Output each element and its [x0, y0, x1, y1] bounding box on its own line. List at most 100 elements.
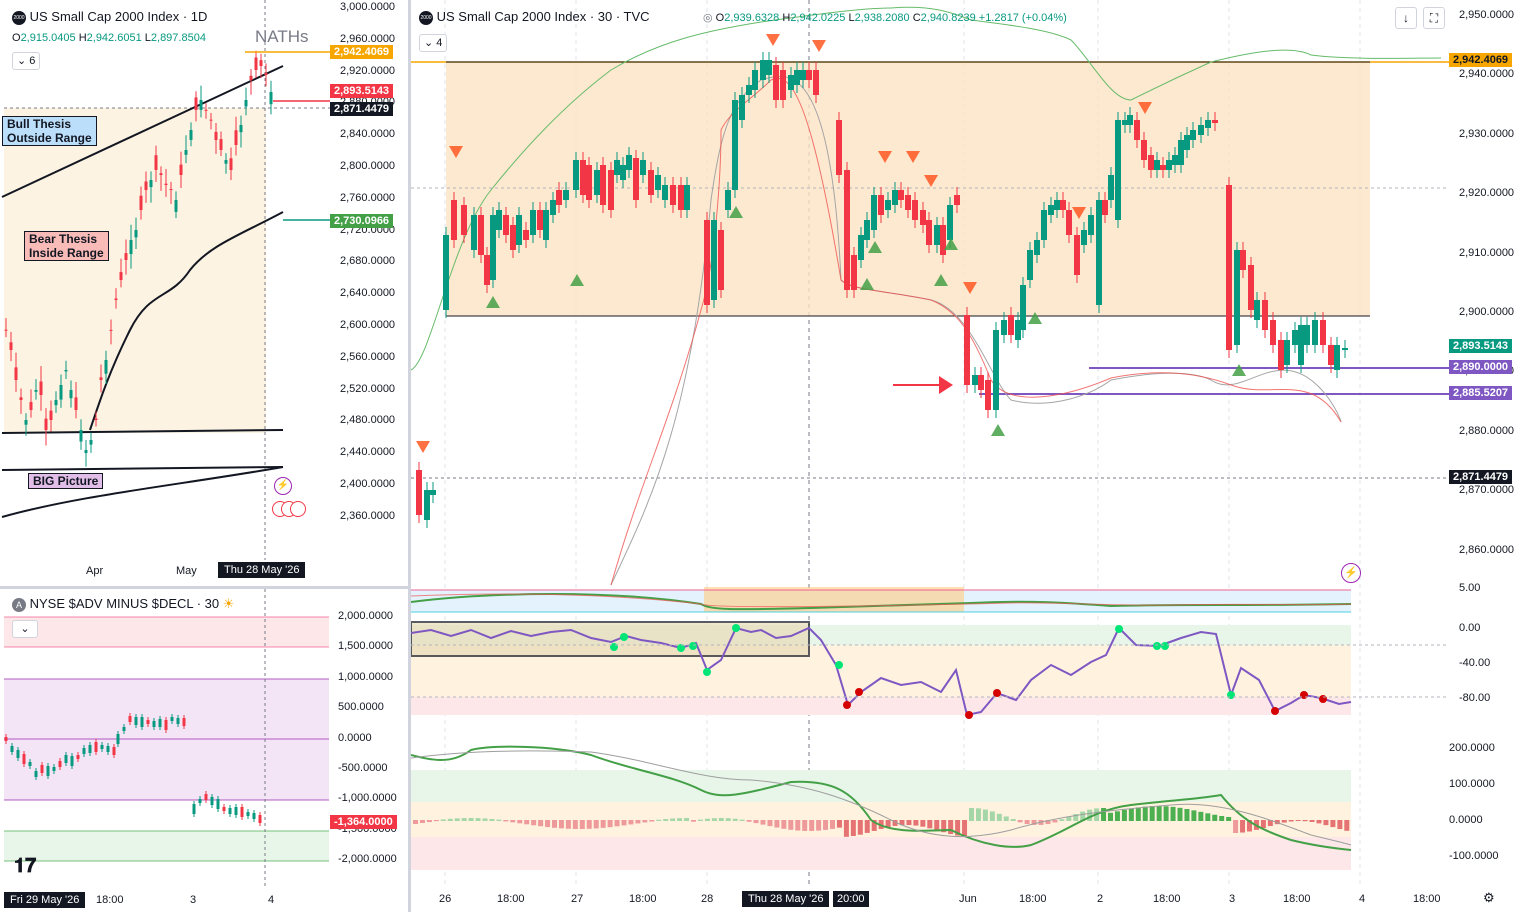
daily-candle — [139, 195, 143, 210]
events-flags-icon[interactable] — [272, 501, 312, 517]
main-candle — [1027, 250, 1033, 280]
histogram-bar — [816, 820, 822, 831]
chevron-down-icon: ⌄ — [20, 623, 30, 635]
daily-candle — [49, 410, 53, 420]
histogram-bar — [1121, 809, 1127, 821]
main-chart-canvas[interactable] — [411, 0, 1523, 912]
histogram-bar — [558, 820, 564, 829]
lightning-icon[interactable]: ⚡ — [1341, 563, 1361, 583]
main-candle — [490, 215, 496, 280]
histogram-bar — [1309, 820, 1315, 823]
main-candle — [864, 220, 870, 240]
main-candle — [478, 215, 484, 255]
main-candle — [806, 70, 812, 80]
main-last-price-tag: 2,893.5143 — [1449, 339, 1513, 353]
daily-candle — [164, 183, 168, 185]
main-candle — [878, 195, 884, 215]
histogram-bar — [1003, 816, 1009, 821]
tradingview-logo-icon[interactable]: 𝟏𝟕 — [14, 855, 37, 877]
main-candle — [1184, 135, 1190, 150]
histogram-bar — [1059, 819, 1065, 821]
histogram-bar — [781, 820, 787, 829]
sell-signal-marker — [1138, 102, 1152, 114]
histogram-bar — [1260, 820, 1266, 829]
main-candle — [430, 490, 436, 495]
adv-decl-canvas[interactable] — [0, 589, 408, 912]
pane-separator-vertical[interactable] — [408, 0, 411, 912]
main-chart-title[interactable]: US Small Cap 2000 Index · 30 · TVC — [436, 9, 650, 24]
annotation-arrow-icon[interactable] — [893, 376, 953, 394]
histogram-bar — [1344, 820, 1350, 831]
histogram-bar — [475, 818, 481, 821]
daily-red-price-tag: 2,893.5143 — [330, 84, 394, 98]
daily-axis-label: 2,840.0000 — [340, 128, 396, 141]
main-candle — [1234, 250, 1240, 345]
main-candle — [1127, 115, 1133, 125]
scroll-down-icon[interactable]: ↓ — [1395, 7, 1417, 29]
daily-candle — [4, 329, 8, 331]
histogram-bar — [1108, 812, 1113, 821]
main-candle — [678, 185, 684, 210]
main-candle — [851, 255, 857, 290]
daily-chart-pane[interactable]: 2000 US Small Cap 2000 Index · 1D O2,915… — [0, 0, 408, 586]
histogram-bar — [760, 820, 766, 825]
main-candle — [626, 155, 632, 170]
main-candle — [510, 225, 516, 250]
histogram-bar — [1233, 820, 1239, 833]
naths-note[interactable]: NATHs — [255, 27, 309, 46]
main-candle — [800, 70, 806, 80]
adv-decl-pane[interactable]: A NYSE $ADV MINUS $DECL · 30 ☀ ⌄ 2,000.0… — [0, 589, 408, 912]
buy-signal-marker — [729, 206, 743, 218]
main-candle — [633, 158, 639, 200]
main-candle — [844, 170, 850, 290]
daily-candle — [44, 418, 48, 430]
daily-indicators-toggle[interactable]: ⌄ 6 — [12, 52, 41, 70]
osc-signal-dot — [1161, 642, 1169, 650]
daily-candle — [129, 240, 133, 255]
histogram-bar — [433, 820, 439, 822]
buy-signal-marker — [944, 238, 958, 250]
histogram-bar — [732, 818, 738, 821]
osc2-axis-label: 0.00 — [1459, 622, 1481, 634]
daily-candle — [54, 400, 58, 406]
main-candle — [1048, 205, 1054, 215]
adv-time-current: Fri 29 May '26 — [4, 892, 86, 908]
settings-gear-icon[interactable]: ⚙ — [1483, 890, 1495, 905]
histogram-bar — [975, 808, 981, 821]
big-picture-note[interactable]: BIG Picture — [28, 473, 104, 489]
daily-candle — [79, 430, 83, 442]
histogram-bar — [656, 819, 662, 821]
main-indicators-toggle[interactable]: ⌄ 4 — [419, 34, 448, 52]
buy-signal-marker — [1028, 312, 1042, 324]
histogram-bar — [1017, 820, 1023, 823]
signal-markers — [416, 34, 1246, 453]
daily-chart-canvas[interactable] — [0, 0, 408, 586]
main-chart-pane[interactable]: 2000 US Small Cap 2000 Index · 30 · TVC … — [411, 0, 1523, 912]
osc-signal-dot — [1115, 625, 1123, 633]
main-candle — [1172, 155, 1178, 165]
main-candle — [614, 160, 620, 175]
adv-decl-collapse-button[interactable]: ⌄ — [12, 620, 38, 638]
osc-signal-dot — [835, 661, 843, 669]
histogram-bar — [1114, 811, 1120, 821]
daily-candles — [4, 50, 273, 467]
adv-decl-title[interactable]: NYSE $ADV MINUS $DECL · 30 — [29, 596, 220, 611]
sell-signal-marker — [878, 151, 892, 163]
histogram-bar — [836, 820, 842, 828]
buy-signal-marker — [570, 274, 584, 286]
maximize-icon[interactable]: ⛶ — [1423, 7, 1445, 29]
lightning-icon[interactable]: ⚡ — [274, 477, 292, 495]
histogram-bar — [454, 818, 460, 821]
bear-thesis-note[interactable]: Bear Thesis Inside Range — [24, 231, 109, 261]
histogram-bar — [795, 820, 801, 831]
histogram-bar — [1281, 820, 1287, 823]
adv-axis-label: 500.0000 — [338, 701, 384, 714]
main-purple-price-tag-1: 2,890.0000 — [1449, 360, 1513, 374]
daily-candle — [134, 230, 138, 238]
daily-candle — [144, 181, 148, 190]
daily-chart-title[interactable]: US Small Cap 2000 Index · 1D — [29, 9, 208, 24]
pane-separator-horizontal[interactable] — [0, 586, 408, 589]
bull-thesis-note[interactable]: Bull Thesis Outside Range — [2, 116, 97, 146]
histogram-bar — [1045, 820, 1051, 825]
main-candle — [1074, 235, 1080, 275]
